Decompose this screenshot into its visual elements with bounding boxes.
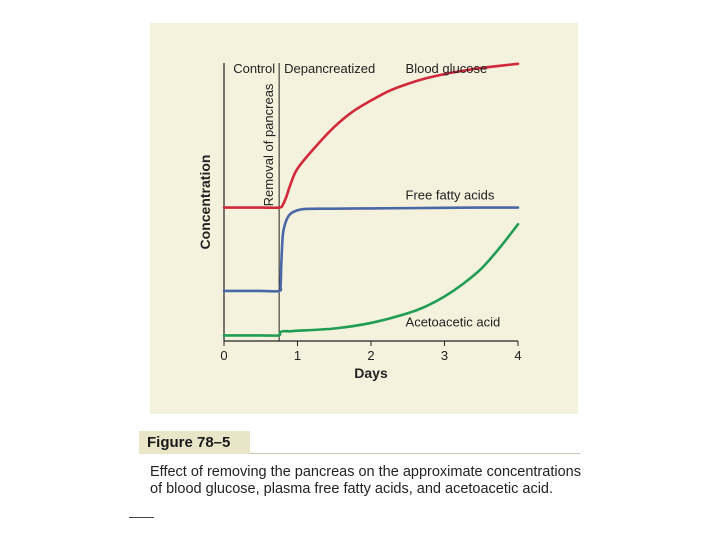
series-line-free-fatty-acids	[222, 206, 520, 293]
series-line-acetoacetic-acid	[222, 222, 520, 337]
x-tick-label: 0	[220, 348, 227, 363]
depancreatized-label: Depancreatized	[284, 61, 375, 76]
axes: 0 1 2 3 4	[220, 63, 522, 363]
x-axis-title: Days	[354, 365, 388, 381]
event-label: Removal of pancreas	[261, 83, 276, 206]
chart: 0 1 2 3 4 Days Concentration Control Depancreat…	[197, 61, 522, 381]
x-tick-label: 3	[441, 348, 448, 363]
y-axis-title: Concentration	[197, 155, 213, 250]
bottom-rule	[129, 517, 154, 518]
figure-title: Figure 78–5	[147, 434, 231, 451]
figure-caption: Effect of removing the pancreas on the a…	[150, 464, 581, 497]
figure-tab	[139, 431, 250, 454]
labels-layer: Days Concentration Control Depancreatized Re…	[197, 61, 500, 381]
x-tick-label: 4	[514, 348, 521, 363]
control-label: Control	[233, 61, 275, 76]
series-line-blood-glucose	[222, 62, 520, 210]
x-tick-label: 2	[367, 348, 374, 363]
figure-rule	[250, 453, 580, 454]
series-label-acetoacetic-acid: Acetoacetic acid	[406, 314, 501, 329]
series-layer	[222, 62, 520, 337]
figure-panel: 0 1 2 3 4 Days Concentration Control Depancreat…	[150, 23, 578, 414]
series-label-free-fatty-acids: Free fatty acids	[406, 188, 495, 203]
x-tick-label: 1	[294, 348, 301, 363]
series-label-blood-glucose: Blood glucose	[406, 61, 488, 76]
